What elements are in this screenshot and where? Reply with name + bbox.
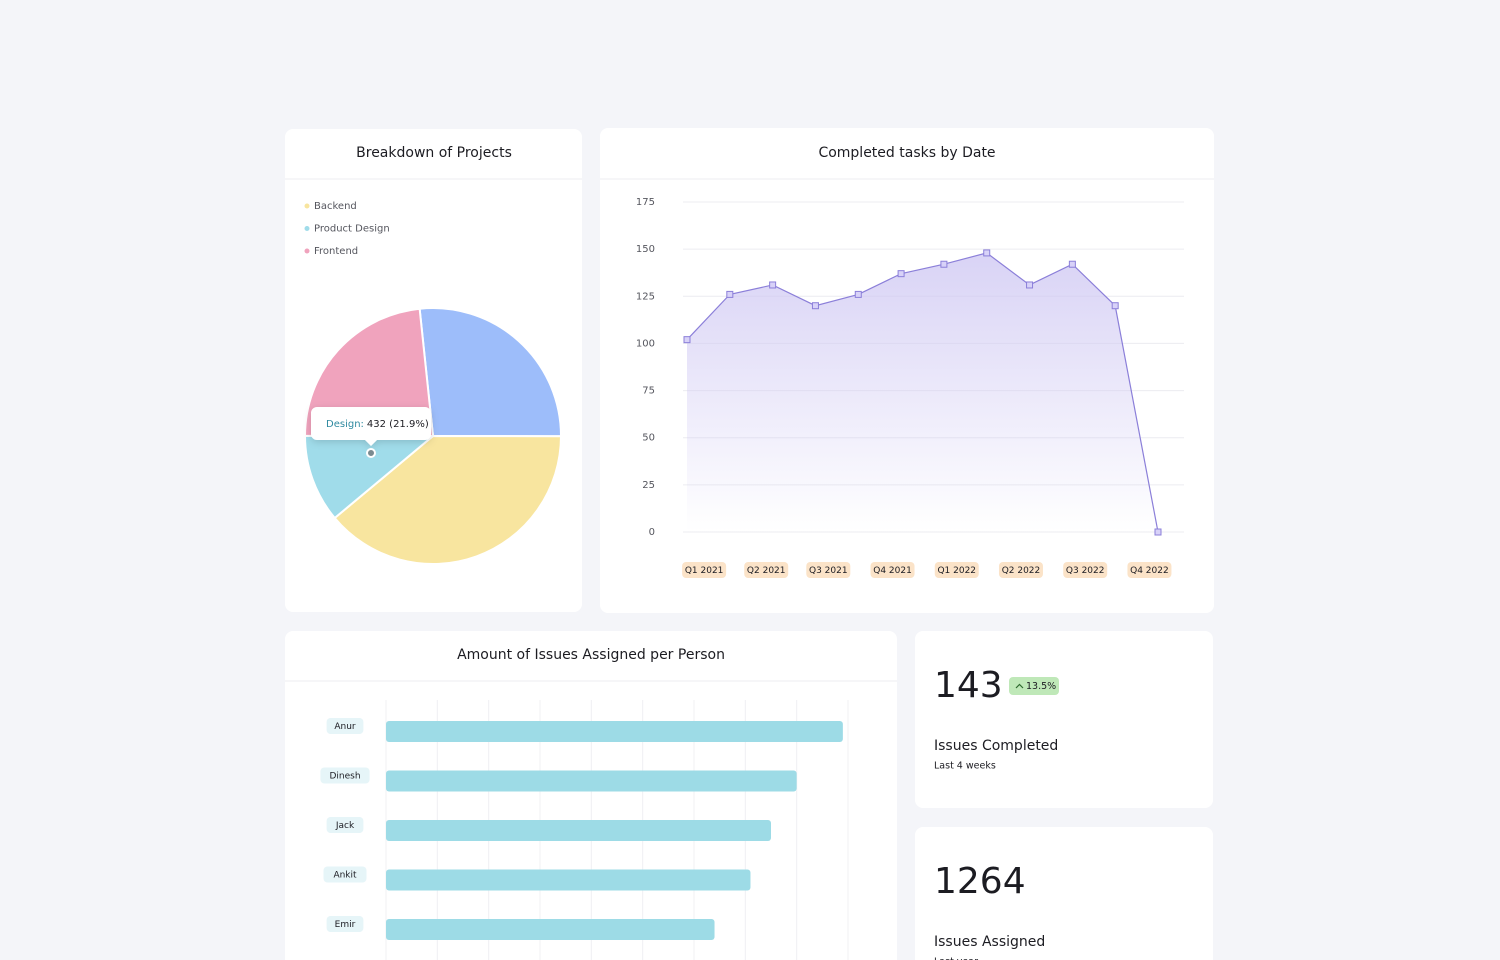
tooltip: Design: 432 (21.9%) — [311, 407, 431, 458]
chart-title: Breakdown of Projects — [356, 145, 512, 161]
point — [769, 281, 777, 289]
legend-dot — [304, 226, 310, 231]
x-tick-pill — [934, 562, 979, 578]
x-tick-label: Q2 2022 — [1002, 566, 1041, 576]
y-tick-label: 100 — [636, 338, 655, 349]
kpi-card — [915, 827, 1213, 960]
y-tick-label: 50 — [642, 433, 655, 444]
badge — [1009, 677, 1059, 695]
y-tick-label: 175 — [636, 197, 655, 208]
point — [854, 290, 862, 298]
badge-text: 13.5% — [1026, 681, 1056, 692]
chart-title: Completed tasks by Date — [818, 145, 995, 161]
kpi-card — [915, 631, 1213, 808]
kpi-sub: Last year — [934, 957, 978, 960]
x-tick-pill — [870, 562, 915, 578]
category-label: Emir — [335, 920, 356, 930]
point — [940, 260, 948, 268]
legend-dot — [304, 248, 310, 254]
point — [897, 270, 905, 278]
point — [1154, 528, 1162, 536]
x-tick-label: Q4 2021 — [873, 566, 912, 576]
bar — [386, 869, 751, 891]
kpi-value: 143 — [934, 665, 1003, 706]
kpi-label: Issues Completed — [934, 738, 1058, 754]
pie-slice — [333, 434, 563, 565]
category-label: Dinesh — [329, 772, 360, 782]
chart-title: Amount of Issues Assigned per Person — [457, 647, 725, 663]
category-pill — [323, 866, 367, 883]
x-tick-pill — [806, 562, 851, 578]
category-label: Jack — [335, 821, 355, 831]
x-tick-pill — [998, 562, 1043, 578]
point — [683, 336, 691, 344]
point — [811, 302, 819, 310]
category-pill — [320, 767, 370, 784]
kpi-label: Issues Assigned — [934, 934, 1045, 950]
y-tick-label: 125 — [636, 291, 655, 302]
category-label: Anur — [334, 722, 356, 732]
x-tick-label: Q1 2022 — [937, 566, 976, 576]
category-pill — [326, 916, 364, 932]
point — [726, 290, 734, 298]
point — [1111, 302, 1119, 310]
tooltip-text: Design: 432 (21.9%) — [326, 419, 429, 430]
x-tick-label: Q4 2022 — [1130, 566, 1169, 576]
tooltip-label: Design: — [326, 419, 364, 430]
kpi-sub: Last 4 weeks — [934, 761, 996, 772]
tooltip-value: 432 (21.9%) — [367, 419, 429, 430]
x-tick-pill — [1127, 562, 1172, 578]
point — [1026, 281, 1034, 289]
bar — [386, 820, 771, 841]
dividers — [285, 178, 1214, 682]
x-tick-pill — [682, 562, 727, 578]
y-tick-label: 25 — [642, 480, 655, 491]
x-tick-label: Q3 2022 — [1066, 566, 1105, 576]
y-tick-label: 75 — [642, 386, 655, 397]
line — [686, 252, 1159, 533]
x-tick-pill — [1063, 562, 1108, 578]
bar — [386, 721, 843, 742]
point — [983, 249, 991, 257]
x-tick-label: Q2 2021 — [747, 566, 786, 576]
badge-arrow — [1015, 683, 1024, 689]
bar — [386, 770, 797, 792]
x-tick-pill — [744, 562, 789, 578]
category-pill — [326, 817, 364, 833]
x-tick-label: Q1 2021 — [685, 566, 724, 576]
legend-label: Backend — [314, 201, 357, 212]
area — [687, 252, 1158, 532]
y-tick-label: 0 — [649, 527, 655, 538]
tooltip-box — [311, 407, 431, 446]
point — [1068, 260, 1076, 268]
x-tick-label: Q3 2021 — [809, 566, 848, 576]
pie-slice — [303, 434, 436, 520]
kpi-value: 1264 — [934, 861, 1026, 902]
pie-slice — [303, 307, 435, 438]
bar — [386, 919, 715, 940]
pie-slice — [418, 307, 563, 438]
legend-dot — [304, 203, 310, 209]
legend-label: Product Design — [314, 224, 390, 235]
category-pill — [326, 718, 364, 734]
hover-dot — [366, 448, 376, 458]
legend-label: Frontend — [314, 246, 358, 257]
category-label: Ankit — [333, 871, 357, 881]
y-tick-label: 150 — [636, 244, 655, 255]
